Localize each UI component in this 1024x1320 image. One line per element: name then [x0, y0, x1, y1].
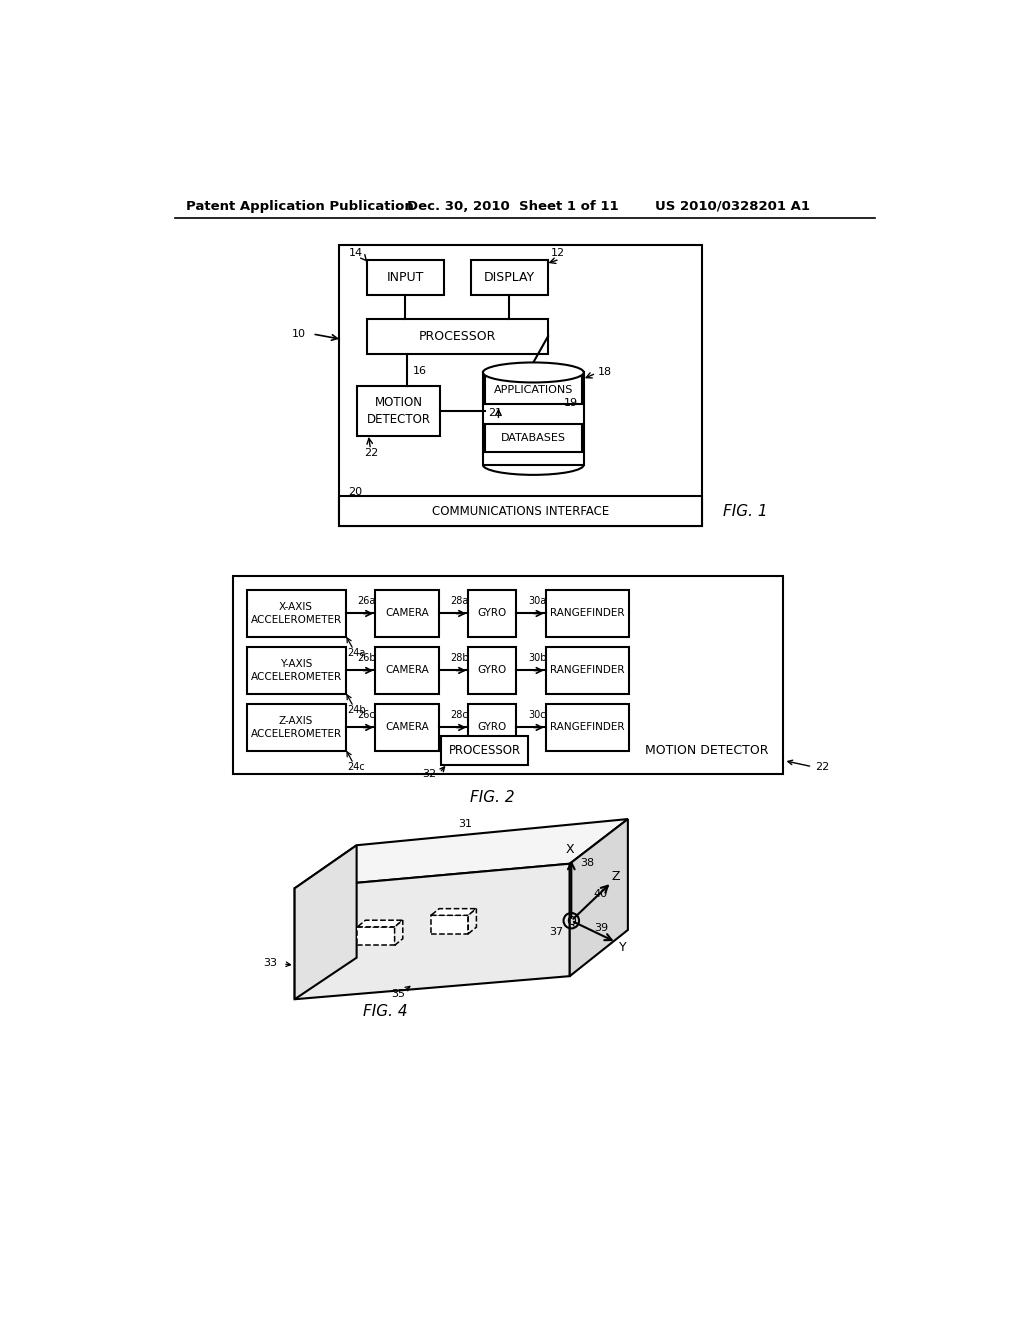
Text: CAMERA: CAMERA — [385, 722, 429, 733]
Text: 28b: 28b — [451, 653, 469, 663]
Text: PROCESSOR: PROCESSOR — [449, 744, 520, 758]
Text: PROCESSOR: PROCESSOR — [419, 330, 496, 343]
Polygon shape — [295, 863, 569, 999]
Bar — [375, 647, 438, 694]
Text: 24c: 24c — [347, 762, 366, 772]
Text: 30c: 30c — [528, 710, 546, 719]
Text: Y: Y — [618, 941, 627, 954]
Text: GYRO: GYRO — [477, 609, 507, 619]
Polygon shape — [357, 920, 402, 927]
Text: 28a: 28a — [451, 595, 469, 606]
Text: Dec. 30, 2010  Sheet 1 of 11: Dec. 30, 2010 Sheet 1 of 11 — [407, 199, 618, 213]
Text: 37: 37 — [550, 927, 563, 937]
Polygon shape — [468, 908, 476, 933]
Bar — [339, 496, 701, 525]
Text: COMMUNICATIONS INTERFACE: COMMUNICATIONS INTERFACE — [431, 504, 609, 517]
Text: APPLICATIONS: APPLICATIONS — [494, 385, 573, 395]
Text: MOTION
DETECTOR: MOTION DETECTOR — [367, 396, 430, 425]
Text: 18: 18 — [598, 367, 611, 376]
Text: MOTION DETECTOR: MOTION DETECTOR — [645, 744, 769, 758]
Text: Z: Z — [612, 870, 621, 883]
Text: 21: 21 — [488, 408, 503, 418]
Bar — [247, 647, 346, 694]
Bar — [232, 576, 783, 775]
Bar — [367, 318, 548, 354]
Bar — [375, 590, 438, 638]
Text: 28c: 28c — [451, 710, 468, 719]
Text: 24b: 24b — [347, 705, 366, 715]
Text: GYRO: GYRO — [477, 665, 507, 676]
Text: 35: 35 — [391, 989, 404, 999]
Bar — [484, 424, 583, 451]
Text: Z-AXIS
ACCELEROMETER: Z-AXIS ACCELEROMETER — [251, 717, 342, 739]
Text: 38: 38 — [581, 858, 595, 869]
Polygon shape — [569, 818, 628, 977]
Text: Patent Application Publication: Patent Application Publication — [186, 199, 414, 213]
Text: DATABASES: DATABASES — [501, 433, 566, 444]
Text: 31: 31 — [458, 820, 472, 829]
Text: DISPLAY: DISPLAY — [483, 271, 535, 284]
Ellipse shape — [483, 363, 584, 383]
Bar — [339, 244, 701, 525]
Text: INPUT: INPUT — [387, 271, 424, 284]
Bar — [468, 647, 516, 694]
Bar — [468, 704, 516, 751]
Text: 30b: 30b — [528, 653, 547, 663]
Text: X-AXIS
ACCELEROMETER: X-AXIS ACCELEROMETER — [251, 602, 342, 624]
Text: RANGEFINDER: RANGEFINDER — [550, 665, 625, 676]
Bar — [247, 704, 346, 751]
Text: 19: 19 — [564, 397, 579, 408]
Bar — [375, 704, 438, 751]
Polygon shape — [295, 818, 628, 888]
Text: 26b: 26b — [357, 653, 376, 663]
Bar — [247, 590, 346, 638]
Text: 14: 14 — [349, 248, 362, 257]
Text: 20: 20 — [348, 487, 362, 496]
Text: CAMERA: CAMERA — [385, 609, 429, 619]
Text: FIG. 2: FIG. 2 — [470, 789, 515, 805]
Text: 33: 33 — [263, 958, 276, 968]
Bar — [546, 647, 630, 694]
Text: 22: 22 — [815, 762, 829, 772]
Text: 30a: 30a — [528, 595, 546, 606]
Text: 26c: 26c — [357, 710, 375, 719]
Text: CAMERA: CAMERA — [385, 665, 429, 676]
Text: US 2010/0328201 A1: US 2010/0328201 A1 — [655, 199, 810, 213]
Text: Y-AXIS
ACCELEROMETER: Y-AXIS ACCELEROMETER — [251, 659, 342, 681]
Text: X: X — [565, 843, 574, 857]
Text: 26a: 26a — [357, 595, 376, 606]
Text: FIG. 1: FIG. 1 — [723, 503, 768, 519]
Bar — [546, 590, 630, 638]
Text: FIG. 4: FIG. 4 — [362, 1005, 408, 1019]
Text: 40: 40 — [593, 888, 607, 899]
Polygon shape — [394, 920, 402, 945]
Polygon shape — [295, 845, 356, 999]
Bar — [471, 260, 548, 296]
Bar — [546, 704, 630, 751]
Text: RANGEFINDER: RANGEFINDER — [550, 609, 625, 619]
Text: 10: 10 — [292, 329, 306, 339]
Text: RANGEFINDER: RANGEFINDER — [550, 722, 625, 733]
Bar — [483, 372, 584, 465]
Text: 16: 16 — [413, 366, 427, 376]
Bar — [484, 376, 583, 404]
Bar — [356, 385, 440, 436]
Text: 32: 32 — [422, 770, 436, 779]
Polygon shape — [357, 927, 394, 945]
Text: 12: 12 — [551, 248, 565, 257]
Text: 39: 39 — [595, 924, 608, 933]
Text: 24a: 24a — [347, 648, 366, 659]
Text: GYRO: GYRO — [477, 722, 507, 733]
Polygon shape — [431, 908, 476, 915]
Text: 22: 22 — [365, 447, 379, 458]
Bar — [441, 737, 528, 766]
Bar — [468, 590, 516, 638]
Bar — [367, 260, 444, 296]
Text: Q: Q — [566, 915, 577, 927]
Polygon shape — [431, 915, 468, 933]
